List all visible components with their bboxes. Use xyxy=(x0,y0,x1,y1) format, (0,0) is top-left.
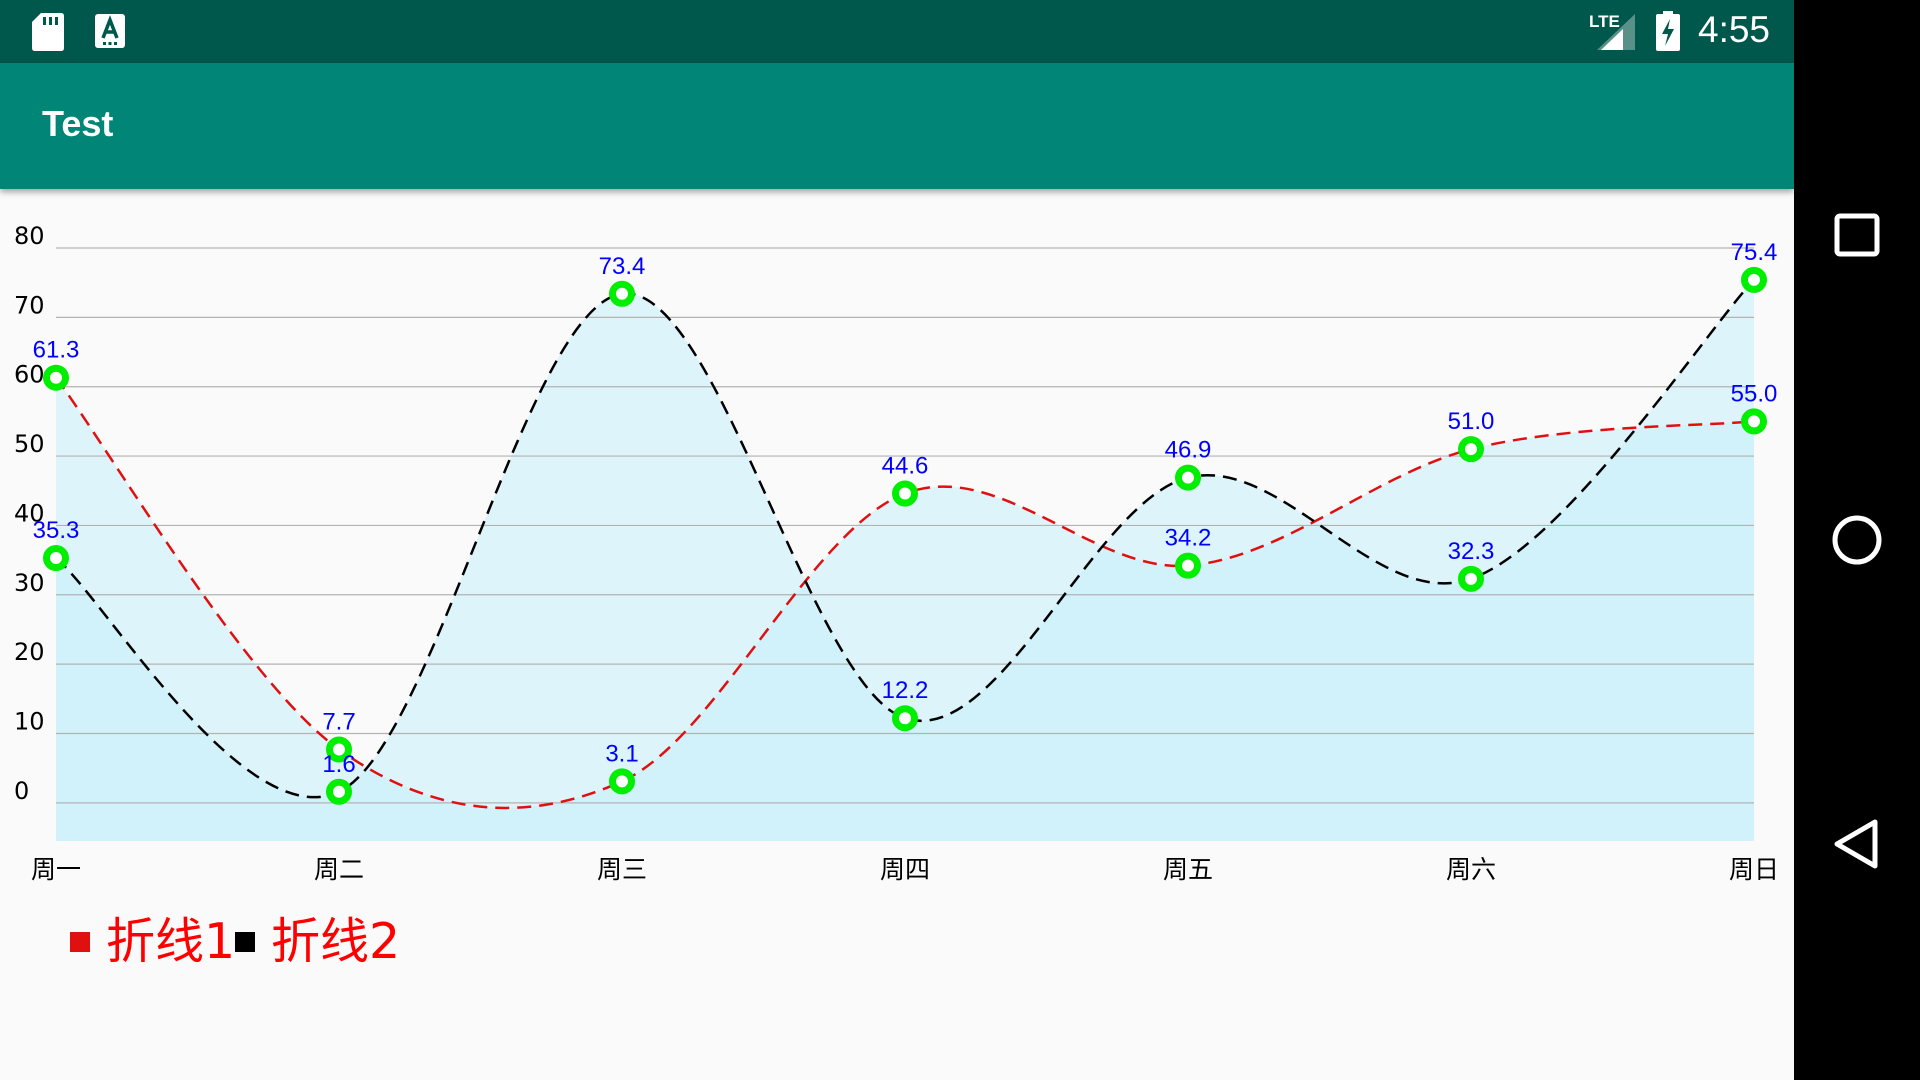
label-layer: 0 10 20 30 40 50 60 70 80 周一 周二 周三 周四 周五 周六 周日 61.3 7.7 3.… xyxy=(14,222,1779,884)
data-point xyxy=(1175,552,1201,579)
data-label: 3.1 xyxy=(605,740,638,767)
data-point xyxy=(326,778,352,805)
x-tick-label: 周三 xyxy=(597,855,647,884)
keyboard-a-icon xyxy=(95,14,125,48)
data-point xyxy=(1458,436,1484,463)
recents-square-icon xyxy=(1834,213,1880,257)
navigation-bar xyxy=(1794,0,1920,1080)
app-screen: LTE 4:55 Test 0 10 20 30 40 50 60 70 80 周一 周二 周三 周四 周… xyxy=(0,0,1794,1080)
data-label: 7.7 xyxy=(322,708,355,735)
y-tick-label: 30 xyxy=(14,569,45,597)
data-label: 61.3 xyxy=(33,337,80,364)
network-type-label: LTE xyxy=(1589,12,1620,31)
signal-icon xyxy=(1597,14,1635,50)
line-chart: 0 10 20 30 40 50 60 70 80 周一 周二 周三 周四 周五 周六 周日 61.3 7.7 3.… xyxy=(14,222,1779,970)
x-tick-label: 周一 xyxy=(31,855,81,884)
y-tick-label: 0 xyxy=(14,777,29,805)
data-label: 44.6 xyxy=(882,453,929,480)
legend-swatch xyxy=(235,932,255,952)
data-label: 35.3 xyxy=(33,517,80,544)
y-tick-label: 50 xyxy=(14,430,45,458)
data-point xyxy=(1741,408,1767,435)
data-point xyxy=(609,280,635,307)
app-title: Test xyxy=(42,103,114,144)
data-point xyxy=(43,364,69,391)
x-tick-label: 周五 xyxy=(1163,855,1213,884)
data-point xyxy=(43,545,69,572)
y-tick-label: 80 xyxy=(14,222,45,250)
data-point xyxy=(326,736,352,763)
data-point xyxy=(609,768,635,795)
area-fill-layer xyxy=(56,279,1754,842)
x-tick-label: 周日 xyxy=(1729,855,1779,884)
data-label: 75.4 xyxy=(1731,239,1778,266)
legend: 折线1 折线2 xyxy=(70,913,400,970)
series-area-fill xyxy=(56,279,1754,842)
data-label: 12.2 xyxy=(882,677,929,704)
data-point xyxy=(1741,266,1767,293)
data-label: 55.0 xyxy=(1731,380,1778,407)
y-tick-label: 10 xyxy=(14,707,45,735)
x-tick-label: 周六 xyxy=(1446,855,1496,884)
legend-swatch xyxy=(70,932,90,952)
data-label: 32.3 xyxy=(1448,538,1495,565)
recents-button[interactable] xyxy=(1794,172,1920,298)
point-layer xyxy=(43,266,1767,805)
battery-charging-icon xyxy=(1656,11,1680,51)
data-label: 34.2 xyxy=(1165,525,1212,552)
legend-label: 折线1 xyxy=(106,913,235,970)
data-label: 73.4 xyxy=(599,253,646,280)
x-tick-label: 周四 xyxy=(880,855,930,884)
y-tick-label: 70 xyxy=(14,291,45,319)
home-circle-icon xyxy=(1832,515,1882,565)
data-label: 51.0 xyxy=(1448,408,1495,435)
legend-label: 折线2 xyxy=(271,913,400,970)
series-line xyxy=(55,376,1755,810)
data-label: 1.6 xyxy=(322,751,355,778)
data-point xyxy=(1458,565,1484,592)
home-button[interactable] xyxy=(1794,477,1920,603)
data-point xyxy=(892,705,918,732)
data-point xyxy=(892,480,918,507)
y-tick-label: 20 xyxy=(14,638,45,666)
x-tick-label: 周二 xyxy=(314,855,364,884)
status-clock: 4:55 xyxy=(1698,9,1771,50)
status-bar: LTE 4:55 xyxy=(0,0,1794,63)
y-tick-label: 60 xyxy=(14,361,45,389)
back-triangle-icon xyxy=(1834,819,1878,869)
data-label: 46.9 xyxy=(1165,437,1212,464)
y-tick-label: 40 xyxy=(14,499,45,527)
data-point xyxy=(1175,464,1201,491)
sd-card-icon xyxy=(32,13,64,51)
app-toolbar: Test xyxy=(0,63,1794,189)
back-button[interactable] xyxy=(1794,782,1920,908)
